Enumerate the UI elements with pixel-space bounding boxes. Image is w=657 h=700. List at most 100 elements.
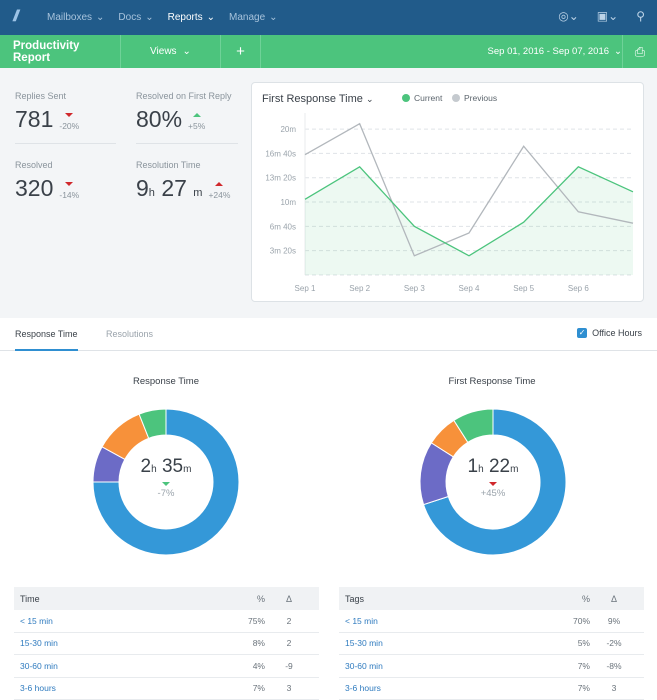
row-label-link[interactable]: 3-6 hours (20, 683, 225, 693)
row-label-link[interactable]: 15-30 min (20, 638, 225, 648)
stat-label: Resolved on First Reply (136, 91, 232, 101)
tab-resolutions[interactable]: Resolutions (106, 329, 153, 339)
up-arrow-icon (193, 113, 201, 117)
row-label-link[interactable]: 15-30 min (345, 638, 550, 648)
column-header[interactable]: % (225, 594, 265, 604)
nav-docs[interactable]: Docs⌄ (118, 12, 153, 23)
minutes-value: 35 (162, 456, 183, 477)
nav-label: Manage (229, 12, 265, 23)
stat-replies-sent: Replies Sent 781 -20% (15, 91, 79, 133)
current-area (305, 167, 633, 275)
stat-value: 320 (15, 175, 53, 202)
chevron-down-icon: ⌄ (183, 46, 191, 57)
row-percent: 5% (550, 638, 590, 648)
y-tick-label: 20m (280, 125, 296, 134)
column-header[interactable]: Time (20, 594, 225, 604)
divider (15, 143, 116, 144)
donut-center: 2h 35m -7% (106, 456, 226, 499)
y-tick-label: 10m (280, 198, 296, 207)
hours-value: 2 (141, 456, 152, 477)
date-range-picker[interactable]: Sep 01, 2016 - Sep 07, 2016⌄ (488, 35, 622, 68)
hours-unit: h (151, 464, 157, 475)
row-delta: -9 (265, 661, 313, 671)
nav-reports[interactable]: Reports ⌄ (168, 12, 215, 23)
stat-resolution-time: Resolution Time 9h 27 m+24% (136, 160, 230, 202)
add-button[interactable]: + (221, 35, 261, 68)
stat-delta: -14% (59, 190, 79, 200)
x-tick-label: Sep 6 (568, 284, 589, 293)
row-label-link[interactable]: 3-6 hours (345, 683, 550, 693)
stat-delta: -20% (59, 121, 79, 131)
views-label: Views (150, 46, 177, 57)
column-header[interactable]: Tags (345, 594, 550, 604)
help-icon[interactable]: ◎⌄ (558, 9, 579, 23)
x-tick-label: Sep 4 (459, 284, 480, 293)
nav-label: Mailboxes (47, 12, 92, 23)
column-header[interactable]: Δ (265, 594, 313, 604)
tab-bar: Response Time Resolutions ✓Office Hours (0, 318, 657, 351)
row-label-link[interactable]: < 15 min (20, 616, 225, 626)
profile-icon[interactable]: ▣⌄ (597, 9, 618, 23)
stat-value: 781 (15, 106, 53, 133)
stat-delta: +5% (188, 121, 205, 131)
nav-mailboxes[interactable]: Mailboxes⌄ (47, 12, 104, 23)
divider (136, 143, 238, 144)
row-delta: 2 (265, 616, 313, 626)
x-tick-label: Sep 2 (349, 284, 370, 293)
y-tick-label: 16m 40s (265, 149, 296, 158)
row-percent: 75% (225, 616, 265, 626)
down-arrow-icon (162, 482, 170, 486)
report-toolbar: Productivity Report Views ⌄ + Sep 01, 201… (0, 35, 657, 68)
column-header[interactable]: Δ (590, 594, 638, 604)
first-response-chart-card: First Response Time ⌄ Current Previous 3… (251, 82, 644, 302)
row-delta: 3 (590, 683, 638, 693)
stat-resolved: Resolved 320 -14% (15, 160, 79, 202)
stat-resolved-first-reply: Resolved on First Reply 80% +5% (136, 91, 232, 133)
stat-value: 80% (136, 106, 182, 133)
row-percent: 7% (225, 683, 265, 693)
views-dropdown[interactable]: Views ⌄ (121, 35, 221, 68)
chevron-down-icon: ⌄ (207, 12, 215, 23)
row-label-link[interactable]: 30-60 min (345, 661, 550, 671)
row-percent: 7% (550, 661, 590, 671)
row-percent: 8% (225, 638, 265, 648)
up-arrow-icon (215, 182, 223, 186)
office-hours-checkbox[interactable]: ✓Office Hours (577, 328, 642, 338)
nav-label: Reports (168, 12, 203, 23)
row-delta: -2% (590, 638, 638, 648)
row-delta: 3 (265, 683, 313, 693)
x-tick-label: Sep 1 (295, 284, 316, 293)
hours-value: 9 (136, 175, 149, 201)
chevron-down-icon: ⌄ (269, 12, 277, 23)
donut-title: Response Time (66, 376, 266, 387)
row-label-link[interactable]: < 15 min (345, 616, 550, 626)
print-icon[interactable]: ⎙ (622, 35, 657, 68)
search-icon[interactable]: ⚲ (636, 9, 645, 23)
table-header: Tags%Δ (339, 587, 644, 610)
report-title: Productivity Report (0, 35, 121, 68)
stat-label: Resolved (15, 160, 79, 170)
tab-response-time[interactable]: Response Time (15, 329, 78, 351)
logo-icon[interactable]: // (13, 8, 33, 28)
stat-label: Resolution Time (136, 160, 230, 170)
nav-manage[interactable]: Manage ⌄ (229, 12, 278, 23)
table-header: Time%Δ (14, 587, 319, 610)
donut-delta: -7% (106, 488, 226, 499)
donut-title: First Response Time (392, 376, 592, 387)
minutes-value: 27 (161, 175, 187, 201)
chevron-down-icon: ⌄ (614, 46, 622, 57)
stat-label: Replies Sent (15, 91, 79, 101)
row-label-link[interactable]: 30-60 min (20, 661, 225, 671)
top-nav: // Mailboxes⌄ Docs⌄ Reports⌄ Manage⌄ ◎⌄ … (0, 0, 657, 35)
x-tick-label: Sep 3 (404, 284, 425, 293)
column-header[interactable]: % (550, 594, 590, 604)
chevron-down-icon: ⌄ (145, 12, 153, 23)
row-percent: 7% (550, 683, 590, 693)
minutes-unit: m (510, 464, 518, 475)
